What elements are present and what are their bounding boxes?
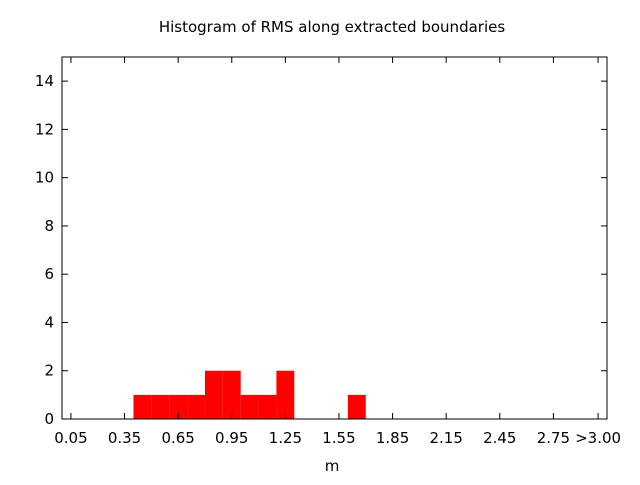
y-tick-label: 12 xyxy=(35,120,54,138)
histogram-bar-4 xyxy=(204,370,223,419)
tick-labels-layer: 0 2 4 6 8 10 12 14 0.05 0.35 0.65 0.95 1.25 1.55 1.85 2… xyxy=(35,72,621,447)
y-tick-label: 10 xyxy=(35,169,54,187)
x-tick-label: 2.15 xyxy=(429,429,462,447)
histogram-bar-5 xyxy=(222,370,241,419)
histogram-bar-7 xyxy=(258,394,277,419)
histogram-bar-9 xyxy=(347,394,366,419)
x-tick-label: 1.55 xyxy=(322,429,355,447)
ticks-layer xyxy=(62,57,607,420)
x-tick-label: 2.45 xyxy=(483,429,516,447)
x-tick-label: 2.75 xyxy=(537,429,570,447)
y-tick-label: 4 xyxy=(44,313,54,331)
histogram-bar-6 xyxy=(240,394,259,419)
histogram-bar-2 xyxy=(169,394,188,419)
x-tick-label: 0.35 xyxy=(108,429,141,447)
x-tick-label: >3.00 xyxy=(575,429,621,447)
chart-title: Histogram of RMS along extracted boundar… xyxy=(159,18,506,36)
x-tick-label: 0.05 xyxy=(54,429,87,447)
plot-frame xyxy=(61,56,608,420)
x-tick-label: 0.65 xyxy=(161,429,194,447)
x-tick-label: 1.25 xyxy=(269,429,302,447)
y-tick-label: 2 xyxy=(44,362,54,380)
x-tick-label: 0.95 xyxy=(215,429,248,447)
histogram-bar-0 xyxy=(133,394,152,419)
y-tick-label: 14 xyxy=(35,72,54,90)
y-tick-label: 0 xyxy=(44,410,54,428)
histogram-bar-3 xyxy=(187,394,205,419)
x-tick-label: 1.85 xyxy=(376,429,409,447)
y-tick-label: 8 xyxy=(44,217,54,235)
x-axis-label: m xyxy=(325,457,340,475)
y-tick-label: 6 xyxy=(44,265,54,283)
histogram-bar-1 xyxy=(151,394,170,419)
bars-layer xyxy=(133,370,366,419)
histogram-bar-8 xyxy=(276,370,295,419)
